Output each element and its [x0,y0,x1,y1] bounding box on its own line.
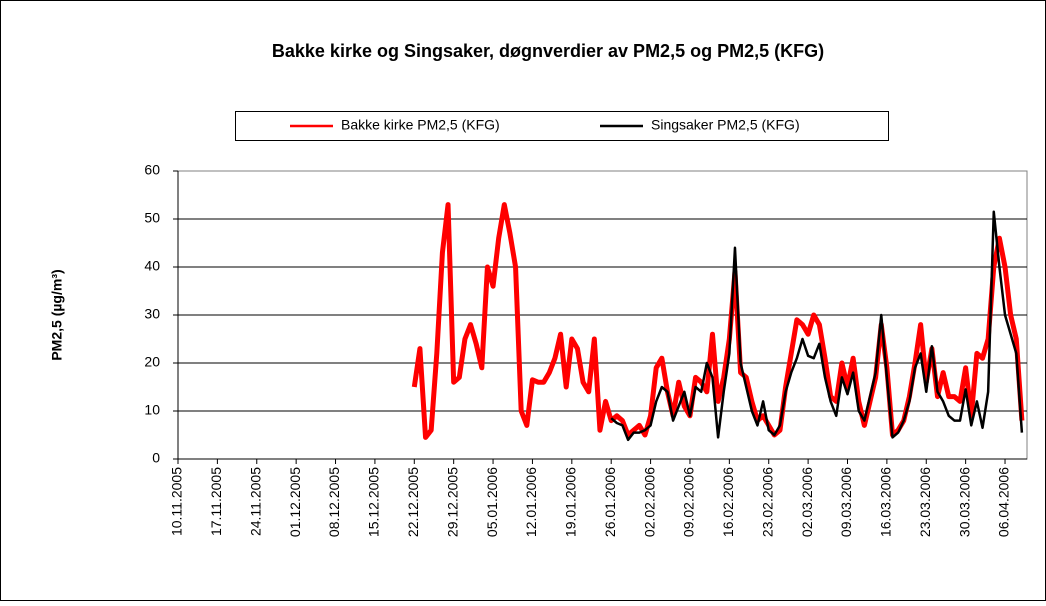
series-line [610,210,1024,442]
x-tick-label: 02.03.2006 [799,467,815,537]
y-tick-label: 0 [152,450,160,466]
x-tick-label: 23.02.2006 [759,467,775,537]
x-tick-label: 16.03.2006 [878,467,894,537]
chart-title: Bakke kirke og Singsaker, døgnverdier av… [272,41,824,61]
x-tick-label: 02.02.2006 [641,467,657,537]
y-tick-label: 20 [144,354,160,370]
x-tick-label: 15.12.2005 [366,467,382,537]
x-tick-label: 19.01.2006 [563,467,579,537]
x-tick-label: 06.04.2006 [996,467,1012,537]
x-tick-label: 23.03.2006 [917,467,933,537]
x-tick-label: 26.01.2006 [602,467,618,537]
x-tick-label: 12.01.2006 [523,467,539,537]
x-tick-label: 17.11.2005 [208,467,224,536]
y-axis-label: PM2,5 (µg/m³) [49,269,65,360]
x-tick-label: 16.02.2006 [720,467,736,537]
x-tick-label: 01.12.2005 [287,467,303,537]
x-tick-label: 05.01.2006 [484,467,500,537]
y-tick-label: 50 [144,210,160,226]
x-tick-label: 24.11.2005 [247,467,263,536]
x-tick-label: 29.12.2005 [444,467,460,537]
x-tick-label: 08.12.2005 [326,467,342,537]
x-tick-label: 22.12.2005 [405,467,421,537]
x-tick-label: 10.11.2005 [169,467,185,536]
y-tick-label: 60 [144,162,160,178]
legend-label: Singsaker PM2,5 (KFG) [651,117,800,133]
x-tick-label: 30.03.2006 [956,467,972,537]
x-tick-label: 09.03.2006 [838,467,854,537]
y-tick-label: 40 [144,258,160,274]
x-tick-label: 09.02.2006 [681,467,697,537]
legend [235,111,889,141]
y-tick-label: 10 [144,402,160,418]
legend-label: Bakke kirke PM2,5 (KFG) [341,117,500,133]
y-tick-label: 30 [144,306,160,322]
series-line [411,202,1025,440]
